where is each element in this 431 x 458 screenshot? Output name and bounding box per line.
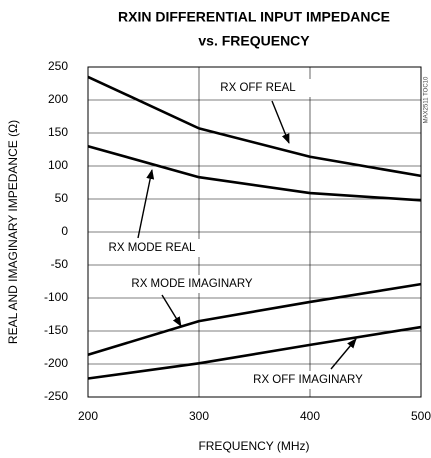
series-line bbox=[87, 75, 422, 178]
y-tick-label: -150 bbox=[44, 323, 68, 337]
y-tick-label: -100 bbox=[44, 290, 68, 304]
series-line bbox=[87, 144, 422, 202]
annotation-label: RX OFF REAL bbox=[220, 82, 296, 94]
annotation-background bbox=[112, 275, 274, 293]
series-line bbox=[87, 282, 422, 357]
series-line bbox=[87, 325, 422, 380]
annotation-background bbox=[210, 79, 314, 97]
side-note: MAX2511 TOC10 bbox=[424, 76, 430, 123]
chart-title: RXIN DIFFERENTIAL INPUT IMPEDANCE bbox=[118, 9, 390, 25]
y-tick-label: -250 bbox=[44, 389, 68, 403]
annotation-arrow bbox=[161, 294, 182, 327]
x-tick-label: 300 bbox=[189, 409, 209, 423]
y-tick-label: -200 bbox=[44, 356, 68, 370]
annotation-arrow bbox=[330, 338, 357, 370]
annotation-background bbox=[95, 239, 207, 257]
x-tick-label: 400 bbox=[300, 409, 320, 423]
y-tick-label: 250 bbox=[48, 59, 68, 73]
y-tick-label: 200 bbox=[48, 92, 68, 106]
annotations: RX OFF REAL RX MODE REAL RX MODE IMAGINARY… bbox=[95, 79, 380, 389]
x-axis-label: FREQUENCY (MHz) bbox=[198, 439, 309, 453]
x-tick-label: 500 bbox=[411, 409, 431, 423]
y-axis-label: REAL AND IMAGINARY IMPEDANCE (Ω) bbox=[6, 120, 20, 344]
y-tick-label: 100 bbox=[48, 158, 68, 172]
y-tick-label: 150 bbox=[48, 125, 68, 139]
y-tick-label: 0 bbox=[61, 224, 68, 238]
grid bbox=[87, 66, 422, 398]
annotation-label: RX MODE IMAGINARY bbox=[131, 278, 253, 290]
lines bbox=[87, 75, 422, 380]
annotation-label: RX OFF IMAGINARY bbox=[253, 374, 363, 386]
annotation-background bbox=[236, 371, 380, 389]
y-tick-label: -50 bbox=[51, 257, 69, 271]
chart-subtitle: vs. FREQUENCY bbox=[198, 33, 310, 49]
annotation-arrow bbox=[137, 169, 155, 239]
annotation-arrow bbox=[271, 100, 290, 144]
x-tick-label: 200 bbox=[78, 409, 98, 423]
annotation-label: RX MODE REAL bbox=[109, 242, 197, 254]
y-tick-label: 50 bbox=[55, 191, 69, 205]
